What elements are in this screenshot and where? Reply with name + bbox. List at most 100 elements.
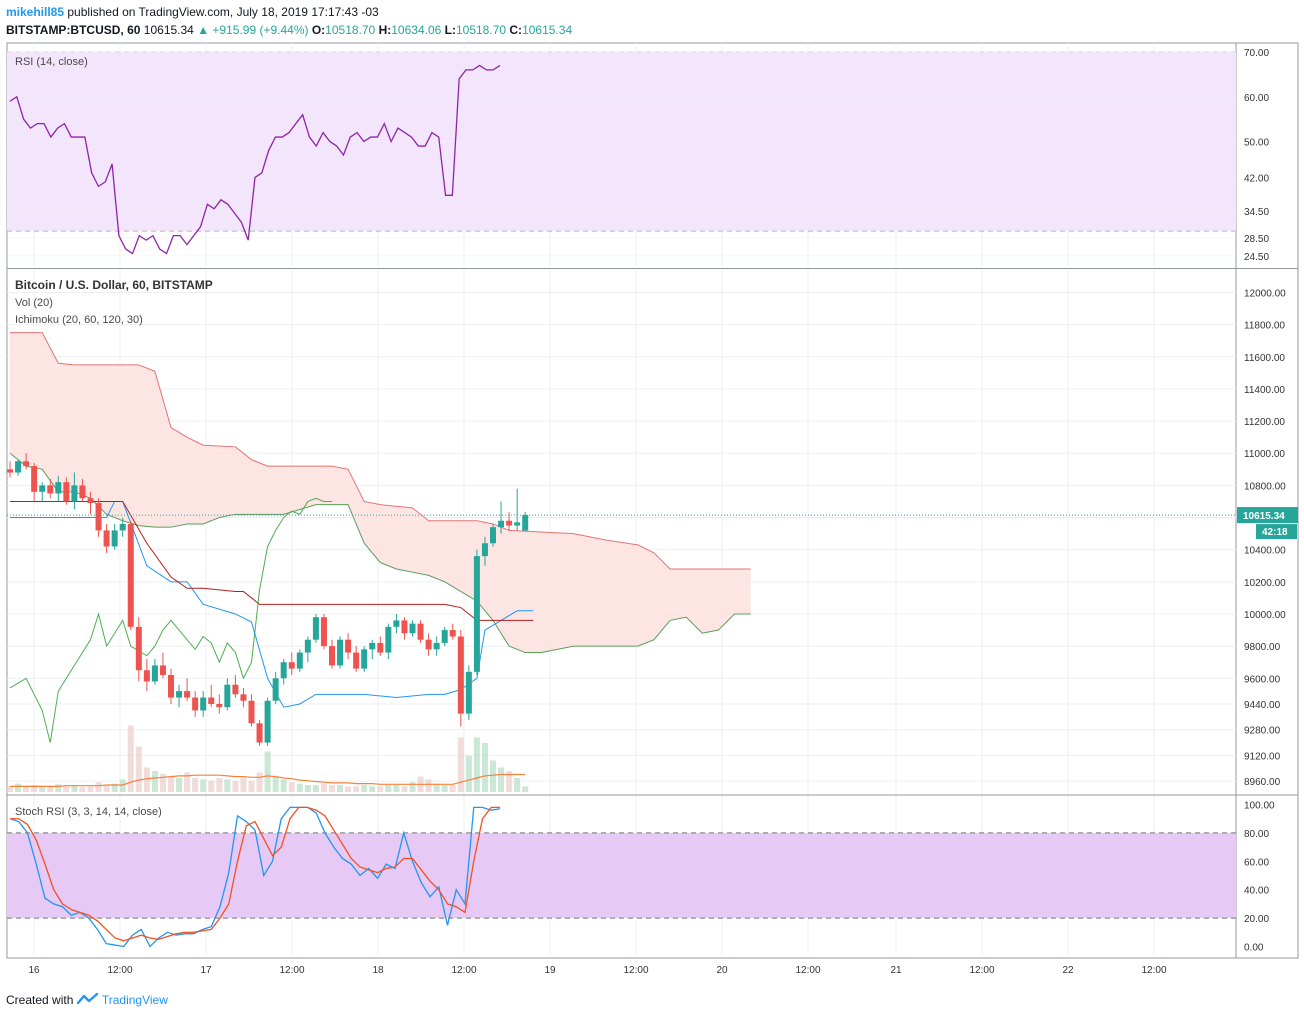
- tradingview-brand[interactable]: TradingView: [101, 993, 168, 1007]
- volume-bar: [256, 772, 263, 792]
- volume-bar: [151, 771, 158, 792]
- candle-body: [216, 703, 223, 708]
- countdown-badge: [1256, 524, 1297, 540]
- volume-bar: [135, 746, 142, 792]
- volume-bar: [473, 737, 480, 792]
- price-tick-label: 9280.00: [1244, 726, 1281, 737]
- price-tick-label: 9800.00: [1244, 642, 1281, 653]
- volume-bar: [143, 767, 150, 792]
- price-tick-label: 10000.00: [1244, 610, 1286, 621]
- volume-bar: [184, 772, 191, 792]
- candle-body: [457, 636, 464, 714]
- stoch-band: [7, 832, 1236, 919]
- price-tick-label: 9120.00: [1244, 751, 1281, 762]
- time-tick-label: 17: [200, 965, 212, 976]
- time-tick-label: 18: [372, 965, 384, 976]
- price-tick-label: 10800.00: [1244, 481, 1286, 492]
- rsi-title: RSI (14, close): [15, 56, 88, 68]
- close-value: 10615.34: [522, 23, 573, 37]
- volume-bar: [514, 778, 521, 792]
- rsi-tick-label: 42.00: [1244, 173, 1269, 184]
- price-tick-label: 11200.00: [1244, 417, 1285, 428]
- stoch-title: Stoch RSI (3, 3, 14, 14, close): [15, 806, 162, 818]
- candle-body: [337, 639, 344, 666]
- volume-bar: [320, 783, 327, 792]
- price-tick-label: 9600.00: [1244, 674, 1281, 685]
- candle-body: [425, 639, 432, 650]
- ichimoku-span-a: [9, 452, 751, 654]
- volume-bar: [39, 785, 46, 792]
- volume-bar: [304, 785, 311, 792]
- volume-bar: [55, 784, 62, 792]
- volume-bar: [63, 786, 70, 792]
- candle-body: [514, 522, 521, 526]
- candle-body: [71, 485, 78, 502]
- price-tick-label: 10200.00: [1244, 578, 1286, 589]
- price-title: Bitcoin / U.S. Dollar, 60, BITSTAMP: [15, 278, 213, 292]
- author-link[interactable]: mikehill85: [6, 5, 65, 19]
- candle-body: [353, 652, 360, 669]
- candle-body: [208, 697, 215, 704]
- last-price-badge: [1237, 507, 1298, 524]
- volume-bar: [216, 778, 223, 792]
- volume-bar: [441, 785, 448, 792]
- candle-body: [522, 515, 529, 531]
- candle-body: [248, 700, 255, 724]
- volume-bar: [288, 782, 295, 792]
- volume-bar: [433, 783, 440, 792]
- publish-text: published on TradingView.com, July 18, 2…: [67, 5, 379, 19]
- rsi-line: [9, 64, 501, 255]
- time-tick-label: 12:00: [623, 965, 648, 976]
- ichimoku-lagging-line: [9, 497, 332, 743]
- candle-body: [320, 617, 327, 647]
- candle-body: [23, 461, 30, 467]
- high-label: H:: [378, 23, 392, 37]
- candle-body: [63, 482, 70, 502]
- candle-body: [401, 620, 408, 634]
- volume-bar: [296, 783, 303, 792]
- candle-body: [79, 485, 86, 499]
- volume-bar: [337, 785, 344, 792]
- volume-bar: [506, 771, 513, 792]
- volume-ma-line: [10, 773, 526, 788]
- time-tick-label: 12:00: [451, 965, 476, 976]
- stoch-tick-label: 80.00: [1244, 829, 1269, 840]
- volume-bar: [103, 785, 110, 792]
- candle-body: [409, 623, 416, 634]
- tradingview-logo-icon[interactable]: [76, 993, 99, 1008]
- candle-body: [192, 697, 199, 711]
- volume-bar: [208, 780, 215, 792]
- time-tick-label: 12:00: [969, 965, 994, 976]
- candle-body: [369, 642, 376, 650]
- high-value: 10634.06: [391, 23, 442, 37]
- stoch-tick-label: 60.00: [1244, 857, 1269, 868]
- candle-body: [7, 469, 13, 473]
- volume-bar: [385, 785, 392, 792]
- low-label: L:: [444, 23, 456, 37]
- candle-body: [304, 639, 311, 653]
- volume-bar: [409, 782, 416, 792]
- candle-body: [498, 520, 505, 528]
- candle-body: [127, 523, 134, 627]
- last-price: 10615.34: [143, 23, 194, 37]
- volume-bar: [449, 785, 456, 792]
- volume-bar: [280, 779, 287, 792]
- candle-body: [264, 700, 271, 743]
- time-tick-label: 20: [716, 965, 728, 976]
- volume-bar: [159, 773, 166, 792]
- volume-bar: [224, 779, 231, 792]
- price-tick-label: 11400.00: [1244, 385, 1285, 396]
- ichimoku-study-label: Ichimoku (20, 60, 120, 30): [15, 314, 143, 326]
- candle-body: [224, 684, 231, 708]
- candle-body: [256, 723, 263, 743]
- candle-body: [31, 466, 38, 492]
- volume-bar: [119, 779, 126, 792]
- volume-bar: [15, 783, 22, 792]
- stoch-tick-label: 40.00: [1244, 886, 1269, 897]
- candle-body: [288, 662, 295, 669]
- price-tick-label: 11000.00: [1244, 449, 1285, 460]
- candle-body: [39, 485, 46, 492]
- stoch-tick-label: 0.00: [1244, 942, 1264, 953]
- volume-bar: [490, 760, 496, 792]
